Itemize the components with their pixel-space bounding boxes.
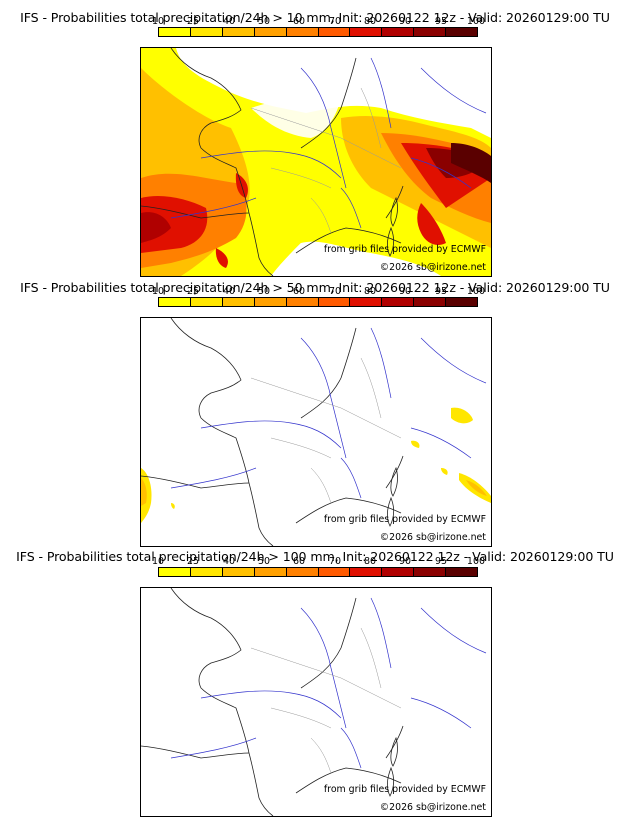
colorbar-swatch [190, 298, 223, 306]
rivers [170, 327, 487, 499]
admin-borders [250, 627, 402, 774]
precip-shading [141, 407, 491, 523]
colorbar-swatch [350, 568, 383, 576]
colorbar-swatch [414, 28, 447, 36]
colorbar-tick: 100 [466, 556, 486, 567]
colorbar [158, 567, 478, 577]
colorbar-tick: 40 [222, 16, 236, 27]
panel-100mm: IFS - Probabilities total precipitation/… [0, 540, 630, 817]
precip-shading [141, 48, 491, 276]
colorbar-swatch [222, 568, 255, 576]
map-graphic [141, 318, 491, 546]
colorbar-tick: 10 [151, 556, 165, 567]
colorbar-tick: 40 [222, 286, 236, 297]
probability-map: from grib files provided by ECMWF ©2026 … [140, 317, 492, 547]
coastlines [141, 48, 404, 276]
panel-title: IFS - Probabilities total precipitation/… [20, 280, 610, 295]
colorbar-swatch [159, 28, 191, 36]
map-graphic [141, 48, 491, 276]
panel-50mm: IFS - Probabilities total precipitation/… [0, 270, 630, 547]
colorbar-swatch [350, 298, 383, 306]
colorbar-tick: 95 [434, 16, 448, 27]
probability-map: from grib files provided by ECMWF ©2026 … [140, 587, 492, 817]
colorbar-swatch [190, 568, 223, 576]
colorbar-tick: 90 [398, 16, 412, 27]
colorbar-swatch [382, 568, 415, 576]
colorbar-tick: 60 [292, 286, 306, 297]
colorbar-swatch [414, 568, 447, 576]
colorbar-swatch [350, 28, 383, 36]
source-credit: from grib files provided by ECMWF [323, 514, 486, 525]
colorbar-swatch [222, 28, 255, 36]
colorbar-tick: 40 [222, 556, 236, 567]
colorbar-tick: 95 [434, 556, 448, 567]
coastlines [141, 318, 404, 546]
panel-10mm: IFS - Probabilities total precipitation/… [0, 0, 630, 277]
colorbar-tick: 60 [292, 556, 306, 567]
colorbar-swatch [286, 568, 319, 576]
colorbar-swatch [446, 568, 478, 576]
copyright-credit: ©2026 sb@irizone.net [379, 532, 486, 543]
colorbar-tick: 25 [186, 286, 200, 297]
rivers [170, 57, 487, 229]
colorbar-tick: 70 [328, 16, 342, 27]
colorbar-swatch [286, 298, 319, 306]
colorbar-tick: 80 [363, 556, 377, 567]
colorbar-swatch [382, 28, 415, 36]
source-credit: from grib files provided by ECMWF [323, 784, 486, 795]
colorbar-swatch [446, 298, 478, 306]
colorbar-tick: 100 [466, 16, 486, 27]
colorbar-tick: 80 [363, 286, 377, 297]
source-credit: from grib files provided by ECMWF [323, 244, 486, 255]
colorbar-tick: 25 [186, 556, 200, 567]
colorbar-swatch [254, 568, 287, 576]
panel-title: IFS - Probabilities total precipitation/… [16, 549, 614, 564]
panel-title: IFS - Probabilities total precipitation/… [20, 10, 610, 25]
colorbar-tick: 10 [151, 16, 165, 27]
colorbar-swatch [254, 28, 287, 36]
colorbar-swatch [159, 568, 191, 576]
copyright-credit: ©2026 sb@irizone.net [379, 262, 486, 273]
colorbar-swatch [318, 568, 351, 576]
colorbar [158, 27, 478, 37]
colorbar-tick: 70 [328, 556, 342, 567]
colorbar [158, 297, 478, 307]
colorbar-swatch [159, 298, 191, 306]
colorbar-tick: 50 [257, 16, 271, 27]
admin-borders [250, 357, 402, 504]
colorbar-tick: 25 [186, 16, 200, 27]
colorbar-tick: 60 [292, 16, 306, 27]
copyright-credit: ©2026 sb@irizone.net [379, 802, 486, 813]
colorbar-tick: 80 [363, 16, 377, 27]
colorbar-tick: 10 [151, 286, 165, 297]
map-graphic [141, 588, 487, 816]
colorbar-swatch [318, 28, 351, 36]
colorbar-swatch [382, 298, 415, 306]
admin-borders [250, 87, 402, 234]
colorbar-tick: 50 [257, 556, 271, 567]
colorbar-swatch [414, 298, 447, 306]
colorbar-swatch [254, 298, 287, 306]
colorbar-tick: 90 [398, 286, 412, 297]
rivers [170, 597, 487, 769]
colorbar-swatch [318, 298, 351, 306]
colorbar-swatch [190, 28, 223, 36]
colorbar-swatch [222, 298, 255, 306]
probability-map: from grib files provided by ECMWF ©2026 … [140, 47, 492, 277]
colorbar-swatch [286, 28, 319, 36]
colorbar-tick: 95 [434, 286, 448, 297]
colorbar-tick: 100 [466, 286, 486, 297]
colorbar-swatch [446, 28, 478, 36]
coastlines [141, 588, 404, 816]
colorbar-tick: 50 [257, 286, 271, 297]
colorbar-tick: 70 [328, 286, 342, 297]
colorbar-tick: 90 [398, 556, 412, 567]
